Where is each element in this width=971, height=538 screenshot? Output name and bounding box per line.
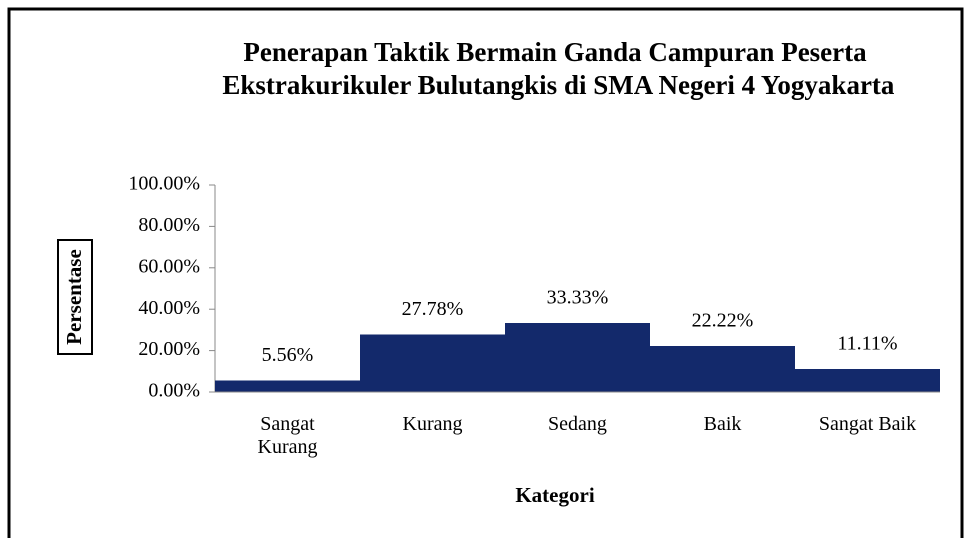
bar (505, 323, 650, 392)
y-tick-label: 60.00% (138, 255, 200, 277)
x-tick-label: Baik (703, 413, 742, 435)
y-axis-title: Persentase (62, 249, 86, 345)
data-label: 11.11% (837, 333, 897, 355)
bar (650, 346, 795, 392)
data-label: 5.56% (262, 344, 314, 366)
y-tick-label: 100.00% (128, 173, 200, 195)
x-tick-label: Kurang (402, 413, 463, 435)
chart-title: Penerapan Taktik Bermain Ganda Campuran … (216, 37, 895, 100)
data-label: 27.78% (402, 298, 464, 320)
bar (215, 380, 360, 392)
data-label: 22.22% (692, 310, 754, 332)
x-tick-label: Sangat Baik (818, 413, 917, 435)
chart-frame (7, 7, 964, 538)
data-label: 33.33% (547, 287, 609, 309)
x-tick-label: Sangat Kurang (257, 413, 318, 458)
y-tick-label: 0.00% (148, 380, 200, 402)
x-axis-title: Kategori (515, 483, 594, 507)
y-tick-label: 80.00% (138, 214, 200, 236)
bar (360, 334, 505, 392)
y-axis-title-box (57, 239, 93, 355)
bar (795, 369, 940, 392)
x-tick-label: Sedang (548, 413, 607, 435)
y-tick-label: 20.00% (138, 338, 200, 360)
y-tick-label: 40.00% (138, 297, 200, 319)
